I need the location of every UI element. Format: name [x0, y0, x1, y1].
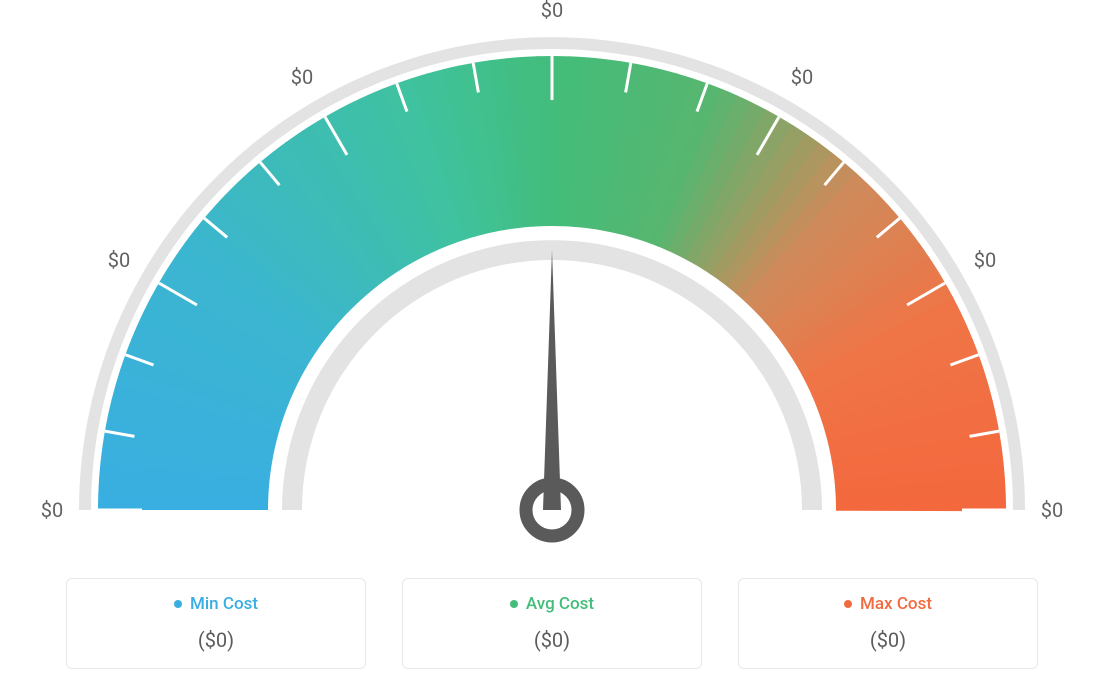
gauge-tick-label: $0	[791, 65, 813, 89]
gauge-tick-label: $0	[291, 65, 313, 89]
legend-box-max: Max Cost ($0)	[738, 578, 1038, 669]
legend-value-avg: ($0)	[411, 628, 693, 652]
legend-title-min: Min Cost	[174, 594, 258, 614]
legend-value-min: ($0)	[75, 628, 357, 652]
gauge-chart: $0 $0 $0 $0 $0 $0 $0	[0, 0, 1104, 560]
legend-box-min: Min Cost ($0)	[66, 578, 366, 669]
legend-title-avg: Avg Cost	[510, 594, 594, 614]
legend-row: Min Cost ($0) Avg Cost ($0) Max Cost ($0…	[0, 578, 1104, 669]
legend-dot-min	[174, 600, 182, 608]
gauge-tick-label: $0	[1041, 498, 1063, 522]
legend-label-avg: Avg Cost	[526, 594, 594, 614]
legend-box-avg: Avg Cost ($0)	[402, 578, 702, 669]
legend-dot-max	[844, 600, 852, 608]
gauge-tick-label: $0	[974, 248, 996, 272]
gauge-tick-label: $0	[108, 248, 130, 272]
gauge-tick-label: $0	[41, 498, 63, 522]
legend-dot-avg	[510, 600, 518, 608]
gauge-tick-label: $0	[541, 0, 563, 22]
gauge-svg	[0, 0, 1104, 560]
legend-title-max: Max Cost	[844, 594, 932, 614]
legend-label-min: Min Cost	[190, 594, 258, 614]
legend-value-max: ($0)	[747, 628, 1029, 652]
legend-label-max: Max Cost	[860, 594, 932, 614]
